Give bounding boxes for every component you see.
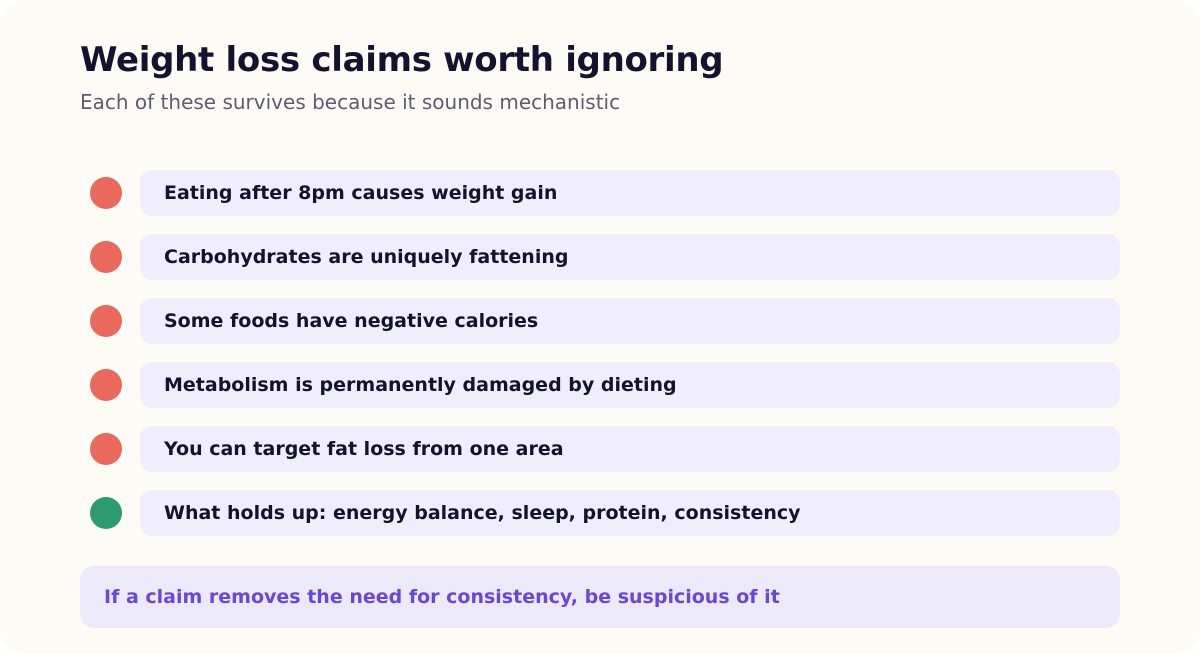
myth-marker-icon — [90, 433, 122, 465]
claim-text: You can target fat loss from one area — [164, 438, 564, 460]
claim-pill: Carbohydrates are uniquely fattening — [140, 234, 1120, 280]
callout-box: If a claim removes the need for consiste… — [80, 566, 1120, 628]
claim-pill: Metabolism is permanently damaged by die… — [140, 362, 1120, 408]
list-item: Eating after 8pm causes weight gain — [80, 170, 1120, 216]
claim-pill: You can target fat loss from one area — [140, 426, 1120, 472]
claim-text: Eating after 8pm causes weight gain — [164, 182, 558, 204]
claim-text: Metabolism is permanently damaged by die… — [164, 374, 677, 396]
claim-text: Some foods have negative calories — [164, 310, 539, 332]
list-item: Metabolism is permanently damaged by die… — [80, 362, 1120, 408]
fact-pill: What holds up: energy balance, sleep, pr… — [140, 490, 1120, 536]
claim-text: Carbohydrates are uniquely fattening — [164, 246, 569, 268]
fact-text: What holds up: energy balance, sleep, pr… — [164, 502, 801, 524]
claim-pill: Some foods have negative calories — [140, 298, 1120, 344]
myth-marker-icon — [90, 369, 122, 401]
list-item: You can target fat loss from one area — [80, 426, 1120, 472]
page-subtitle: Each of these survives because it sounds… — [80, 90, 621, 114]
myth-marker-icon — [90, 305, 122, 337]
myth-marker-icon — [90, 241, 122, 273]
claim-pill: Eating after 8pm causes weight gain — [140, 170, 1120, 216]
list-item: Some foods have negative calories — [80, 298, 1120, 344]
fact-marker-icon — [90, 497, 122, 529]
callout-text: If a claim removes the need for consiste… — [104, 586, 780, 608]
myth-marker-icon — [90, 177, 122, 209]
list-item: What holds up: energy balance, sleep, pr… — [80, 490, 1120, 536]
claims-list: Eating after 8pm causes weight gain Carb… — [80, 170, 1120, 554]
page-title: Weight loss claims worth ignoring — [80, 40, 724, 80]
list-item: Carbohydrates are uniquely fattening — [80, 234, 1120, 280]
